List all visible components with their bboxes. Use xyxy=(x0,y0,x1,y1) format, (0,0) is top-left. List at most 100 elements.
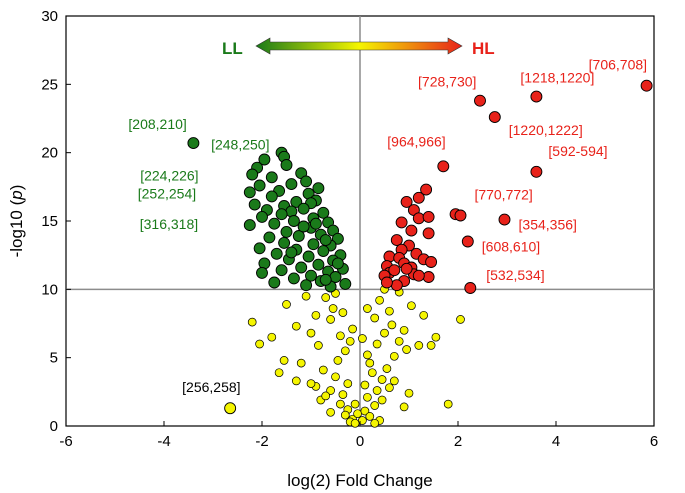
data-point xyxy=(274,368,284,378)
data-point xyxy=(367,368,377,378)
direction-arrow xyxy=(255,37,463,55)
x-tick-label: 4 xyxy=(552,433,560,450)
significant-point xyxy=(380,276,393,289)
data-point xyxy=(331,372,340,382)
data-point xyxy=(385,306,394,316)
data-point xyxy=(404,388,414,398)
significant-point xyxy=(302,250,315,263)
point-annotations: [706,708][1218,1220] [728,730] [1220,1222]… xyxy=(128,57,647,396)
annotation-label: [1220,1222] xyxy=(509,122,583,138)
significant-point xyxy=(390,279,403,292)
x-axis-ticks: -6 -4 -2 0 2 4 6 xyxy=(59,421,658,450)
x-tick-label: 6 xyxy=(650,433,658,450)
annotation-label: [316,318] xyxy=(140,216,198,232)
data-point xyxy=(306,379,316,388)
annotation-label: [532,534] xyxy=(486,267,544,283)
data-point xyxy=(321,293,331,302)
significant-point xyxy=(331,257,344,270)
significant-point xyxy=(297,202,310,215)
x-tick-label: 0 xyxy=(356,433,364,450)
y-tick-label: 20 xyxy=(41,145,58,162)
data-point xyxy=(350,399,360,409)
data-point xyxy=(389,351,399,361)
significant-point xyxy=(256,266,268,279)
significant-point xyxy=(400,262,413,275)
data-point xyxy=(296,358,306,368)
legend-hl-label: HL xyxy=(472,39,495,58)
data-point xyxy=(363,392,372,402)
data-point xyxy=(301,291,311,301)
data-point xyxy=(363,304,372,313)
legend-ll-label: LL xyxy=(222,39,243,58)
data-point xyxy=(365,412,375,421)
significant-point xyxy=(258,153,271,166)
data-point xyxy=(282,300,291,309)
annotation-label: [728,730] xyxy=(418,74,476,90)
significant-point xyxy=(287,272,300,285)
significant-point xyxy=(265,171,278,184)
data-point xyxy=(336,399,345,409)
significant-point xyxy=(464,282,477,294)
significant-point xyxy=(412,212,425,225)
data-point xyxy=(407,301,416,311)
data-point xyxy=(345,336,355,346)
data-point xyxy=(363,350,372,360)
y-tick-label: 0 xyxy=(50,418,58,435)
data-point xyxy=(431,332,441,342)
data-point xyxy=(306,328,316,338)
y-tick-label: 10 xyxy=(41,281,58,298)
data-point xyxy=(360,406,370,416)
data-point xyxy=(340,346,350,356)
significant-point xyxy=(312,182,325,195)
significant-point xyxy=(270,247,283,260)
annotation-label: [1218,1220] xyxy=(520,70,594,86)
data-point xyxy=(370,418,380,428)
annotation-label: [592-594] xyxy=(548,143,607,159)
data-point xyxy=(353,409,362,419)
significant-point xyxy=(246,168,259,181)
annotation-label: [608,610] xyxy=(482,239,540,255)
data-point xyxy=(348,324,357,334)
annotation-label: [252,254] xyxy=(138,185,196,201)
significant-point xyxy=(331,232,344,245)
significant-point xyxy=(640,79,653,92)
significant-point xyxy=(474,94,486,107)
significant-point xyxy=(248,198,261,211)
significant-point xyxy=(461,235,474,248)
significant-point xyxy=(422,271,435,283)
y-axis-ticks: 0 5 10 15 20 25 30 xyxy=(41,8,71,435)
x-tick-label: -2 xyxy=(255,433,268,450)
significant-point xyxy=(300,279,313,292)
significant-point xyxy=(268,217,281,230)
significant-point xyxy=(253,242,266,255)
data-point xyxy=(247,317,257,327)
significant-point xyxy=(425,256,438,268)
data-point xyxy=(394,336,404,346)
data-point xyxy=(380,328,389,338)
significant-point xyxy=(290,195,303,208)
data-point xyxy=(291,376,301,386)
significant-point xyxy=(422,227,435,240)
significant-point xyxy=(285,246,298,259)
significant-point xyxy=(395,216,408,229)
y-tick-label: 25 xyxy=(41,76,58,93)
significant-point xyxy=(275,208,288,221)
significant-point xyxy=(317,206,330,219)
annotated-point xyxy=(224,402,237,415)
significant-point xyxy=(243,219,256,232)
direction-legend: LL HL xyxy=(222,37,495,58)
significant-point xyxy=(280,159,293,171)
significant-point xyxy=(412,191,425,204)
y-tick-label: 30 xyxy=(41,8,58,25)
data-point xyxy=(321,391,331,401)
significant-point xyxy=(454,209,467,222)
data-point xyxy=(311,310,321,320)
significant-point xyxy=(388,264,401,277)
data-point xyxy=(338,390,348,399)
y-axis-label: -log10 (p) xyxy=(7,185,26,258)
significant-point xyxy=(319,234,332,247)
data-point xyxy=(267,332,277,342)
data-point xyxy=(365,358,375,368)
significant-point xyxy=(305,269,317,282)
